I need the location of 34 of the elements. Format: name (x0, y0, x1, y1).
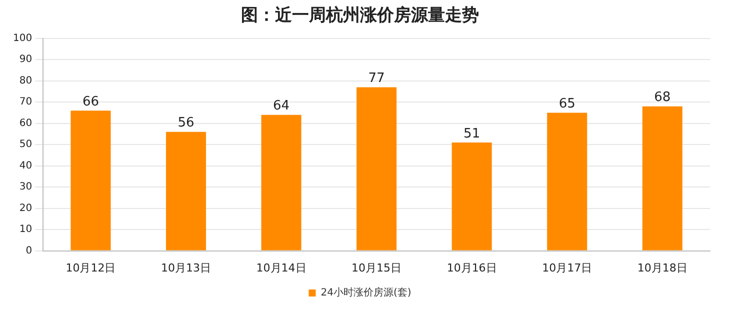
y-tick-label: 40 (19, 160, 32, 172)
y-tick-label: 10 (19, 224, 32, 236)
bar (642, 106, 682, 250)
y-tick-label: 60 (19, 118, 32, 129)
y-tick-label: 70 (19, 96, 32, 108)
y-tick-label: 30 (19, 182, 32, 193)
data-label: 64 (272, 98, 290, 114)
bar (70, 110, 111, 250)
y-tick-label: 80 (19, 75, 32, 86)
data-label: 77 (368, 71, 385, 86)
bar (261, 114, 302, 250)
data-label: 56 (178, 116, 194, 131)
bar (452, 142, 492, 250)
x-tick-label: 10月17日 (542, 261, 592, 274)
y-tick-label: 20 (19, 202, 32, 214)
data-label: 51 (464, 126, 480, 142)
y-tick-label: 0 (26, 245, 32, 256)
x-tick-label: 10月16日 (446, 261, 497, 274)
data-label: 68 (654, 90, 671, 106)
legend-label: 24小时涨价房源(套) (320, 286, 412, 299)
x-tick-label: 10月15日 (352, 261, 402, 274)
data-label: 65 (558, 96, 576, 112)
y-tick-label: 90 (19, 54, 32, 66)
y-tick-label: 100 (12, 32, 32, 44)
x-tick-label: 10月14日 (256, 261, 306, 274)
bar (356, 87, 397, 250)
bar (547, 112, 588, 250)
x-tick-label: 10月12日 (66, 261, 116, 274)
data-label: 66 (82, 94, 99, 110)
y-tick-label: 50 (19, 139, 32, 150)
x-tick-label: 10月13日 (160, 261, 211, 274)
bar (166, 132, 206, 250)
chart-title: 图：近一周杭州涨价房源量走势 (241, 6, 479, 26)
x-tick-label: 10月18日 (637, 261, 688, 274)
